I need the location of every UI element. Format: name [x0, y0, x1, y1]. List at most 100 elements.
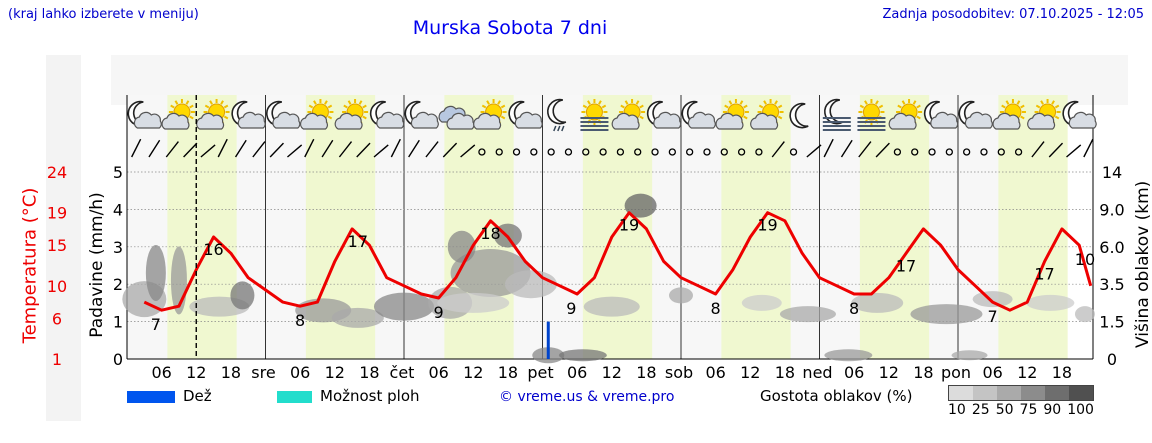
- precipitation-tick: 1: [113, 313, 123, 332]
- temperature-label: 8: [711, 299, 721, 318]
- cloud-scale-swatch: [973, 386, 997, 400]
- calm-wind-mark: [755, 148, 763, 156]
- hour-tick: 12: [463, 363, 483, 382]
- wind-barb: [840, 139, 853, 158]
- cloud-blob: [910, 304, 983, 325]
- cloud-shape: [514, 111, 543, 129]
- sun-ray: [327, 115, 333, 120]
- cloud-scale-tick: 10: [948, 402, 966, 418]
- wind-barb: [858, 141, 872, 158]
- moon-cloud-icon: [1062, 100, 1097, 129]
- sun-ray: [1051, 100, 1055, 105]
- fog-sun-icon: [857, 99, 886, 131]
- sun-ray: [185, 100, 190, 105]
- sun-ray: [728, 100, 733, 105]
- cloud-scale-swatch: [1069, 386, 1093, 400]
- temperature-tick: 1: [52, 350, 62, 369]
- sun-ray: [1040, 100, 1044, 105]
- hour-tick: 12: [879, 363, 899, 382]
- wind-barb: [823, 138, 834, 158]
- legend-storm-swatch: [277, 390, 312, 403]
- moon-icon: [789, 102, 809, 129]
- calm-wind-mark: [963, 148, 971, 156]
- moon-cloud-icon: [404, 100, 439, 129]
- moon-rain-icon: [547, 98, 567, 132]
- temperature-label: 9: [566, 299, 576, 318]
- hour-tick: 18: [498, 363, 518, 382]
- cloud-blob: [741, 294, 782, 311]
- sun-cloud-icon: [715, 99, 749, 130]
- temperature-label: 17: [896, 256, 916, 275]
- cloud-scale-tick: 90: [1043, 402, 1062, 418]
- cloud-blob: [504, 270, 557, 299]
- sun-ray: [601, 104, 607, 109]
- sun-cloud-icon: [750, 99, 784, 130]
- hour-tick: 12: [740, 363, 760, 382]
- calm-wind-mark: [512, 148, 521, 156]
- sun-ray: [500, 115, 506, 120]
- cloud-scale-tick: 75: [1019, 402, 1038, 418]
- cloud-height-tick: 1.5: [1099, 313, 1124, 332]
- calm-wind-mark: [668, 148, 676, 156]
- day-abbr-tick: ned: [802, 363, 832, 382]
- daylight-band: [998, 95, 1068, 359]
- sun-ray: [209, 100, 213, 105]
- precipitation-tick: 0: [113, 350, 123, 369]
- temperature-tick: 10: [47, 277, 67, 296]
- cloud-blob: [583, 296, 640, 317]
- sun-ray: [358, 100, 363, 105]
- sun-ray: [204, 104, 210, 109]
- temperature-label: 18: [480, 224, 500, 243]
- temperature-label: 8: [295, 311, 305, 330]
- hour-tick: 12: [1017, 363, 1037, 382]
- wind-barb: [304, 138, 315, 158]
- moon-cloud-icon: [923, 100, 959, 129]
- sun-ray: [639, 104, 644, 109]
- wind-barb: [373, 144, 389, 158]
- calm-wind-mark: [980, 148, 988, 156]
- cloud-scale-tick: 100: [1067, 402, 1094, 418]
- day-abbr-tick: sob: [665, 363, 693, 382]
- precipitation-tick: 3: [113, 238, 123, 257]
- day-abbr-tick: čet: [390, 363, 415, 382]
- moon-cloud-icon: [681, 100, 716, 129]
- cloud-height-tick: 9.0: [1099, 200, 1124, 219]
- precipitation-tick: 2: [113, 275, 123, 294]
- sun-cloud-icon: [161, 99, 195, 130]
- legend-rain: Dež: [127, 387, 212, 405]
- day-abbr-tick: sre: [251, 363, 275, 382]
- cloud-shape: [300, 112, 329, 130]
- legend-rain-swatch: [127, 390, 175, 403]
- moon-cloud-icon: [646, 100, 682, 129]
- calm-wind-mark: [634, 148, 642, 156]
- cloud-density-scale: 10 25 50 75 90 100: [948, 385, 1094, 418]
- sun-ray: [774, 100, 778, 105]
- sun-ray: [362, 115, 367, 120]
- sun-ray: [635, 100, 640, 105]
- last-update: Zadnja posodobitev: 07.10.2025 - 12:05: [882, 7, 1144, 22]
- wind-barb: [234, 139, 247, 158]
- wind-barb: [148, 139, 161, 158]
- precipitation-bar: [546, 321, 550, 359]
- fog-moon-icon: [822, 98, 851, 131]
- sun-ray: [481, 104, 487, 109]
- sun-disc: [862, 103, 880, 121]
- sun-ray: [1020, 104, 1025, 109]
- wind-barb: [183, 142, 198, 158]
- sun-ray: [739, 100, 744, 105]
- day-abbr-tick: pet: [527, 363, 553, 382]
- sun-cloud-icon: [888, 99, 923, 130]
- sun-ray: [582, 104, 588, 109]
- sun-ray: [916, 115, 921, 120]
- cloud-blob: [1026, 294, 1075, 311]
- sun-ray: [1020, 115, 1025, 120]
- sun-ray: [486, 100, 490, 105]
- cloud-blob: [437, 292, 510, 313]
- cloud-shape: [161, 112, 190, 130]
- credit-link[interactable]: © vreme.us & vreme.pro: [499, 389, 675, 405]
- wind-barb: [165, 141, 179, 158]
- sun-ray: [598, 100, 602, 105]
- calm-wind-mark: [997, 148, 1005, 156]
- wind-barb: [338, 141, 353, 158]
- hour-tick: 12: [186, 363, 206, 382]
